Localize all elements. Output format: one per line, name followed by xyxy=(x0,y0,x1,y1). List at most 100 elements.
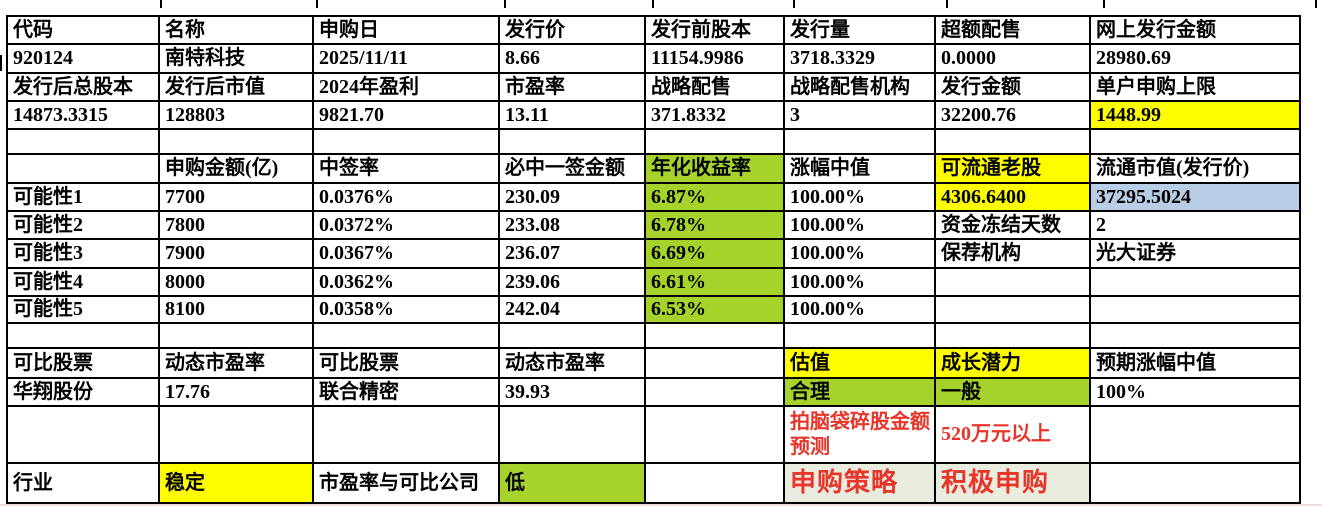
cell-r9c8[interactable]: 光大证券 xyxy=(1089,238,1301,269)
cell-r10c7[interactable] xyxy=(934,267,1091,297)
cell-r8c2[interactable]: 7800 xyxy=(158,210,314,240)
cell-r6c3[interactable]: 中签率 xyxy=(312,153,500,184)
cell-r10c6[interactable]: 100.00% xyxy=(783,267,936,297)
cell-r7c7[interactable]: 4306.6400 xyxy=(934,182,1091,212)
cell-r12c2[interactable] xyxy=(158,322,314,349)
cell-r10c4[interactable]: 239.06 xyxy=(498,267,646,297)
cell-r1c6[interactable]: 发行量 xyxy=(783,15,936,45)
cell-r2c4[interactable]: 8.66 xyxy=(498,43,646,74)
cell-r7c2[interactable]: 7700 xyxy=(158,182,314,212)
cell-r11c5[interactable]: 6.53% xyxy=(644,295,785,324)
cell-r13c7[interactable]: 成长潜力 xyxy=(934,347,1091,379)
cell-r4c7[interactable]: 32200.76 xyxy=(934,100,1091,130)
cell-r13c1[interactable]: 可比股票 xyxy=(6,347,160,379)
cell-r12c8[interactable] xyxy=(1089,322,1301,349)
cell-r10c5[interactable]: 6.61% xyxy=(644,267,785,297)
cell-r8c6[interactable]: 100.00% xyxy=(783,210,936,240)
cell-r2c8[interactable]: 28980.69 xyxy=(1089,43,1301,74)
cell-r7c5[interactable]: 6.87% xyxy=(644,182,785,212)
cell-r11c6[interactable]: 100.00% xyxy=(783,295,936,324)
cell-r13c6[interactable]: 估值 xyxy=(783,347,936,379)
cell-r1c7[interactable]: 超额配售 xyxy=(934,15,1091,45)
cell-r8c7[interactable]: 资金冻结天数 xyxy=(934,210,1091,240)
cell-r5c1[interactable] xyxy=(6,128,160,155)
cell-r9c7[interactable]: 保荐机构 xyxy=(934,238,1091,269)
cell-r15c7[interactable]: 520万元以上 xyxy=(934,405,1091,464)
cell-r6c5[interactable]: 年化收益率 xyxy=(644,153,785,184)
cell-r9c6[interactable]: 100.00% xyxy=(783,238,936,269)
cell-r13c5[interactable] xyxy=(644,347,785,379)
cell-r8c5[interactable]: 6.78% xyxy=(644,210,785,240)
cell-r7c1[interactable]: 可能性1 xyxy=(6,182,160,212)
cell-r7c6[interactable]: 100.00% xyxy=(783,182,936,212)
cell-r12c3[interactable] xyxy=(312,322,500,349)
cell-r5c4[interactable] xyxy=(498,128,646,155)
cell-r3c1[interactable]: 发行后总股本 xyxy=(6,72,160,102)
cell-r9c2[interactable]: 7900 xyxy=(158,238,314,269)
cell-r4c5[interactable]: 371.8332 xyxy=(644,100,785,130)
cell-r6c2[interactable]: 申购金额(亿) xyxy=(158,153,314,184)
cell-r9c5[interactable]: 6.69% xyxy=(644,238,785,269)
cell-r16c6[interactable]: 申购策略 xyxy=(783,462,936,504)
cell-r14c3[interactable]: 联合精密 xyxy=(312,377,500,407)
cell-r3c8[interactable]: 单户申购上限 xyxy=(1089,72,1301,102)
cell-r3c6[interactable]: 战略配售机构 xyxy=(783,72,936,102)
cell-r16c3[interactable]: 市盈率与可比公司 xyxy=(312,462,500,504)
cell-r13c2[interactable]: 动态市盈率 xyxy=(158,347,314,379)
cell-r2c5[interactable]: 11154.9986 xyxy=(644,43,785,74)
cell-r15c6[interactable]: 拍脑袋碎股金额预测 xyxy=(783,405,936,464)
cell-r16c2[interactable]: 稳定 xyxy=(158,462,314,504)
cell-r12c4[interactable] xyxy=(498,322,646,349)
cell-r3c7[interactable]: 发行金额 xyxy=(934,72,1091,102)
cell-r11c2[interactable]: 8100 xyxy=(158,295,314,324)
cell-r1c2[interactable]: 名称 xyxy=(158,15,314,45)
cell-r7c3[interactable]: 0.0376% xyxy=(312,182,500,212)
cell-r8c8[interactable]: 2 xyxy=(1089,210,1301,240)
cell-r5c2[interactable] xyxy=(158,128,314,155)
cell-r2c2[interactable]: 南特科技 xyxy=(158,43,314,74)
cell-r10c3[interactable]: 0.0362% xyxy=(312,267,500,297)
cell-r8c4[interactable]: 233.08 xyxy=(498,210,646,240)
cell-r4c2[interactable]: 128803 xyxy=(158,100,314,130)
cell-r4c8[interactable]: 1448.99 xyxy=(1089,100,1301,130)
cell-r11c8[interactable] xyxy=(1089,295,1301,324)
cell-r1c5[interactable]: 发行前股本 xyxy=(644,15,785,45)
cell-r14c6[interactable]: 合理 xyxy=(783,377,936,407)
cell-r13c4[interactable]: 动态市盈率 xyxy=(498,347,646,379)
cell-r1c4[interactable]: 发行价 xyxy=(498,15,646,45)
cell-r16c4[interactable]: 低 xyxy=(498,462,646,504)
cell-r2c6[interactable]: 3718.3329 xyxy=(783,43,936,74)
cell-r11c7[interactable] xyxy=(934,295,1091,324)
cell-r5c7[interactable] xyxy=(934,128,1091,155)
cell-r2c7[interactable]: 0.0000 xyxy=(934,43,1091,74)
cell-r4c6[interactable]: 3 xyxy=(783,100,936,130)
cell-r3c4[interactable]: 市盈率 xyxy=(498,72,646,102)
cell-r1c8[interactable]: 网上发行金额 xyxy=(1089,15,1301,45)
cell-r12c5[interactable] xyxy=(644,322,785,349)
cell-r4c1[interactable]: 14873.3315 xyxy=(6,100,160,130)
cell-r6c7[interactable]: 可流通老股 xyxy=(934,153,1091,184)
cell-r16c1[interactable]: 行业 xyxy=(6,462,160,504)
cell-r6c4[interactable]: 必中一签金额 xyxy=(498,153,646,184)
cell-r16c5[interactable] xyxy=(644,462,785,504)
cell-r9c3[interactable]: 0.0367% xyxy=(312,238,500,269)
cell-r1c3[interactable]: 申购日 xyxy=(312,15,500,45)
cell-r4c4[interactable]: 13.11 xyxy=(498,100,646,130)
cell-r7c4[interactable]: 230.09 xyxy=(498,182,646,212)
cell-r14c7[interactable]: 一般 xyxy=(934,377,1091,407)
cell-r7c8[interactable]: 37295.5024 xyxy=(1089,182,1301,212)
cell-r5c6[interactable] xyxy=(783,128,936,155)
cell-r15c5[interactable] xyxy=(644,405,785,464)
cell-r15c2[interactable] xyxy=(158,405,314,464)
cell-r11c3[interactable]: 0.0358% xyxy=(312,295,500,324)
cell-r6c8[interactable]: 流通市值(发行价) xyxy=(1089,153,1301,184)
cell-r3c5[interactable]: 战略配售 xyxy=(644,72,785,102)
cell-r5c5[interactable] xyxy=(644,128,785,155)
cell-r3c3[interactable]: 2024年盈利 xyxy=(312,72,500,102)
cell-r15c4[interactable] xyxy=(498,405,646,464)
cell-r6c1[interactable] xyxy=(6,153,160,184)
cell-r10c8[interactable] xyxy=(1089,267,1301,297)
cell-r1c1[interactable]: 代码 xyxy=(6,15,160,45)
cell-r13c3[interactable]: 可比股票 xyxy=(312,347,500,379)
cell-r9c4[interactable]: 236.07 xyxy=(498,238,646,269)
